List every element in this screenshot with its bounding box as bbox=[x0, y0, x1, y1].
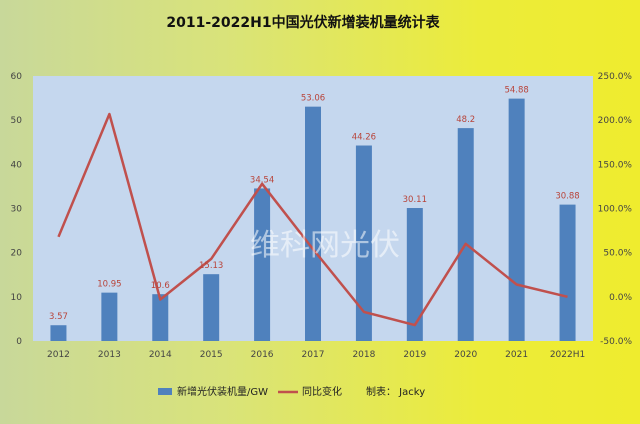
legend: 新增光伏装机量/GW 同比变化 制表： Jacky bbox=[158, 385, 425, 398]
chart-title: 2011-2022H1中国光伏新增装机量统计表 bbox=[166, 14, 440, 31]
left-tick-label: 50 bbox=[11, 116, 23, 126]
left-tick-label: 20 bbox=[11, 249, 23, 259]
right-tick-label: 250.0% bbox=[598, 72, 633, 82]
bar-data-label: 3.57 bbox=[49, 312, 68, 322]
bar bbox=[101, 292, 118, 341]
left-tick-label: 30 bbox=[11, 205, 23, 215]
x-tick-label: 2012 bbox=[47, 350, 70, 360]
right-tick-label: 0.0% bbox=[609, 293, 632, 303]
bar-data-label: 30.11 bbox=[403, 195, 427, 205]
x-tick-label: 2017 bbox=[302, 350, 325, 360]
bar-data-label: 48.2 bbox=[456, 115, 475, 125]
x-tick-label: 2013 bbox=[98, 350, 121, 360]
bar-series bbox=[50, 98, 576, 341]
left-axis: 0 10 20 30 40 50 60 bbox=[11, 72, 23, 347]
bar bbox=[457, 128, 474, 341]
bar bbox=[203, 274, 220, 341]
bar bbox=[559, 204, 576, 341]
bar bbox=[152, 294, 169, 341]
bar bbox=[508, 98, 525, 341]
left-tick-label: 0 bbox=[16, 337, 22, 347]
bar bbox=[355, 145, 372, 341]
bar-data-label: 15.13 bbox=[199, 261, 223, 271]
bar bbox=[50, 325, 67, 341]
x-tick-label: 2015 bbox=[200, 350, 223, 360]
x-tick-label: 2022H1 bbox=[550, 350, 585, 360]
yoy-change-line bbox=[57, 112, 568, 327]
x-axis: 2012 2013 2014 2015 2016 2017 2018 2019 2020 2021… bbox=[47, 350, 585, 360]
x-tick-label: 2016 bbox=[251, 350, 274, 360]
left-tick-label: 60 bbox=[11, 72, 23, 82]
right-axis: -50.0% 0.0% 50.0% 100.0% 150.0% 200.0% 250.0% bbox=[598, 72, 633, 347]
left-tick-label: 10 bbox=[11, 293, 23, 303]
x-tick-label: 2018 bbox=[352, 350, 375, 360]
bar-data-label: 54.88 bbox=[504, 86, 528, 96]
bar bbox=[305, 106, 321, 341]
x-tick-label: 2021 bbox=[505, 350, 528, 360]
right-tick-label: 150.0% bbox=[598, 160, 633, 170]
watermark: 维科网光伏 bbox=[250, 228, 400, 263]
bar-data-label: 30.88 bbox=[555, 192, 579, 202]
legend-bar-label: 新增光伏装机量/GW bbox=[177, 385, 268, 398]
bar-data-label: 10.95 bbox=[97, 280, 121, 290]
right-tick-label: 200.0% bbox=[598, 116, 633, 126]
bar-data-label: 10.6 bbox=[151, 281, 170, 291]
left-tick-label: 40 bbox=[11, 160, 23, 170]
bar-data-label: 44.26 bbox=[352, 133, 376, 143]
right-tick-label: 100.0% bbox=[598, 205, 633, 215]
line-series bbox=[57, 112, 568, 327]
right-tick-label: 50.0% bbox=[603, 249, 632, 259]
bar bbox=[406, 208, 423, 341]
right-tick-label: -50.0% bbox=[600, 337, 632, 347]
x-tick-label: 2019 bbox=[403, 350, 426, 360]
legend-bar-swatch bbox=[158, 388, 172, 395]
x-tick-label: 2020 bbox=[454, 350, 477, 360]
bar bbox=[254, 188, 271, 341]
chart-credit: 制表： Jacky bbox=[366, 385, 425, 398]
legend-line-label: 同比变化 bbox=[302, 385, 342, 398]
bar-data-labels: 3.57 10.95 10.6 15.13 34.54 53.06 44.26 30.11 48… bbox=[49, 86, 580, 323]
x-tick-label: 2014 bbox=[149, 350, 172, 360]
bar-data-label: 34.54 bbox=[250, 175, 274, 185]
bar-data-label: 53.06 bbox=[301, 94, 325, 104]
